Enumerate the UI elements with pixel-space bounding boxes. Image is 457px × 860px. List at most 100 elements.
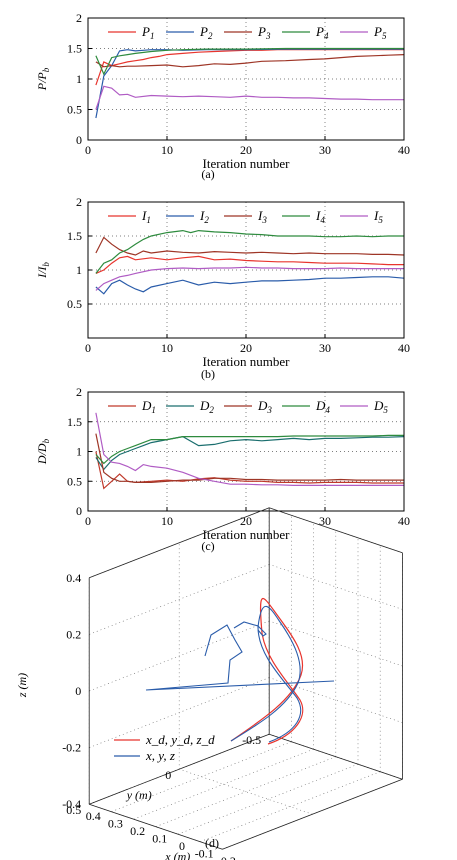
- legend-label-4: P4: [315, 24, 329, 41]
- y-tick-label: 0.5: [67, 297, 82, 311]
- z-tick-label: 0.2: [66, 627, 81, 641]
- desired-trajectory: [230, 597, 304, 745]
- x-tick-label: 30: [319, 514, 331, 528]
- y-tick-label: 1: [76, 72, 82, 86]
- x-tick-label: -0.2: [217, 854, 236, 860]
- legend-label-5: P5: [373, 24, 387, 41]
- x-tick-label: 10: [161, 341, 173, 355]
- panel-caption: (b): [201, 367, 215, 381]
- panel-c: 0 10 20 30 40 0 0.5 1 1.5 2 Iteration number D/Db D1…: [35, 385, 410, 553]
- x-axis-label: x (m): [164, 850, 190, 860]
- x-axis-label: Iteration number: [203, 156, 291, 171]
- initial-transient-path: [145, 624, 335, 691]
- x-tick-label: 0: [85, 143, 91, 157]
- series-line-5: [95, 85, 404, 110]
- wall-grid-z: [89, 677, 270, 748]
- legend-label-5: I5: [373, 208, 383, 225]
- z-tick-label: -0.2: [62, 741, 81, 755]
- y-axis-label: y (m): [126, 788, 152, 802]
- x-tick-label: 20: [240, 143, 252, 157]
- z-tick-label: -0.4: [62, 797, 81, 811]
- box-edge: [269, 507, 403, 554]
- x-tick-label: 0: [85, 514, 91, 528]
- floor-grid-x: [155, 756, 336, 827]
- legend-label-2: I2: [199, 208, 209, 225]
- wall-grid-z: [269, 564, 403, 610]
- series-line-1: [95, 49, 404, 86]
- y-tick-label: 0: [165, 768, 171, 782]
- wall-grid-z: [89, 620, 270, 692]
- y-tick-label: 2: [76, 385, 82, 399]
- box-edge: [89, 507, 270, 579]
- x-tick-label: 0.4: [86, 809, 101, 823]
- x-tick-label: 30: [319, 341, 331, 355]
- legend-label-3d-2: x, y, z: [145, 748, 175, 763]
- series-line-2: [95, 435, 405, 471]
- wall-grid-z: [89, 564, 270, 635]
- series-line-4: [95, 229, 404, 274]
- z-axis-label: z (m): [15, 673, 29, 698]
- box-edge: [89, 803, 223, 850]
- box-edge: [269, 733, 403, 780]
- series-line-4: [95, 434, 404, 465]
- legend-label-4: D4: [315, 398, 330, 415]
- y-tick-label: 0: [76, 504, 82, 518]
- legend-label-4: I4: [315, 208, 325, 225]
- floor-grid-x: [111, 741, 292, 812]
- x-tick-label: 40: [398, 341, 410, 355]
- start-hook: [233, 621, 267, 637]
- series-line-4: [95, 47, 404, 76]
- y-tick-label: 1.5: [67, 229, 82, 243]
- x-tick-label: 40: [398, 143, 410, 157]
- x-tick-label: 30: [319, 143, 331, 157]
- x-axis-label: Iteration number: [203, 354, 291, 369]
- legend-label-5: D5: [373, 398, 388, 415]
- floor-grid-x: [200, 771, 381, 842]
- series-line-5: [95, 266, 404, 291]
- x-tick-label: 0.3: [108, 817, 123, 831]
- series-line-1: [95, 451, 404, 490]
- x-tick-label: 10: [161, 514, 173, 528]
- legend-label-1: I1: [141, 208, 151, 225]
- y-tick-label: -0.5: [242, 733, 261, 747]
- y-axis-label: P/Pb: [35, 67, 51, 91]
- x-tick-label: 0: [179, 839, 185, 853]
- actual-trajectory: [230, 605, 302, 743]
- box-edge: [89, 733, 270, 805]
- legend-label-1: P1: [141, 24, 154, 41]
- legend-label-3: D3: [257, 398, 272, 415]
- panel-caption: (c): [201, 539, 214, 553]
- series-line-1: [95, 255, 404, 274]
- panel-a: 0 10 20 30 40 0 0.5 1 1.5 2 Iteration number P/Pb P1…: [35, 11, 410, 181]
- legend-label-2: D2: [199, 398, 214, 415]
- box-edge: [222, 778, 403, 850]
- y-tick-label: 0: [76, 133, 82, 147]
- series-line-3: [95, 54, 405, 68]
- x-tick-label: 20: [240, 514, 252, 528]
- x-axis-label: Iteration number: [203, 527, 291, 542]
- series-line-5: [95, 412, 404, 486]
- series-line-3: [95, 236, 405, 256]
- panel-caption: (a): [201, 167, 214, 181]
- panel-caption: (d): [205, 836, 219, 850]
- panel-b: 0 10 20 30 40 0.5 1 1.5 2 Iteration number I/Ib I1 I…: [35, 195, 410, 381]
- y-tick-label: 1: [76, 445, 82, 459]
- y-tick-label: 0.5: [67, 474, 82, 488]
- series-line-3: [95, 433, 404, 483]
- floor-grid-x: [177, 763, 359, 835]
- x-tick-label: -0.1: [195, 847, 214, 860]
- legend-label-3d-1: x_d, y_d, z_d: [145, 732, 215, 747]
- x-tick-label: 0.2: [130, 824, 145, 838]
- y-tick-label: 2: [76, 11, 82, 25]
- y-tick-label: 1.5: [67, 42, 82, 56]
- x-tick-label: 20: [240, 341, 252, 355]
- z-tick-label: 0: [75, 684, 81, 698]
- y-axis-label: D/Db: [35, 438, 51, 465]
- legend-label-3: I3: [257, 208, 267, 225]
- legend-label-2: P2: [199, 24, 213, 41]
- z-tick-label: 0.4: [66, 571, 81, 585]
- x-tick-label: 0: [85, 341, 91, 355]
- x-tick-label: 10: [161, 143, 173, 157]
- floor-grid-x: [133, 748, 314, 820]
